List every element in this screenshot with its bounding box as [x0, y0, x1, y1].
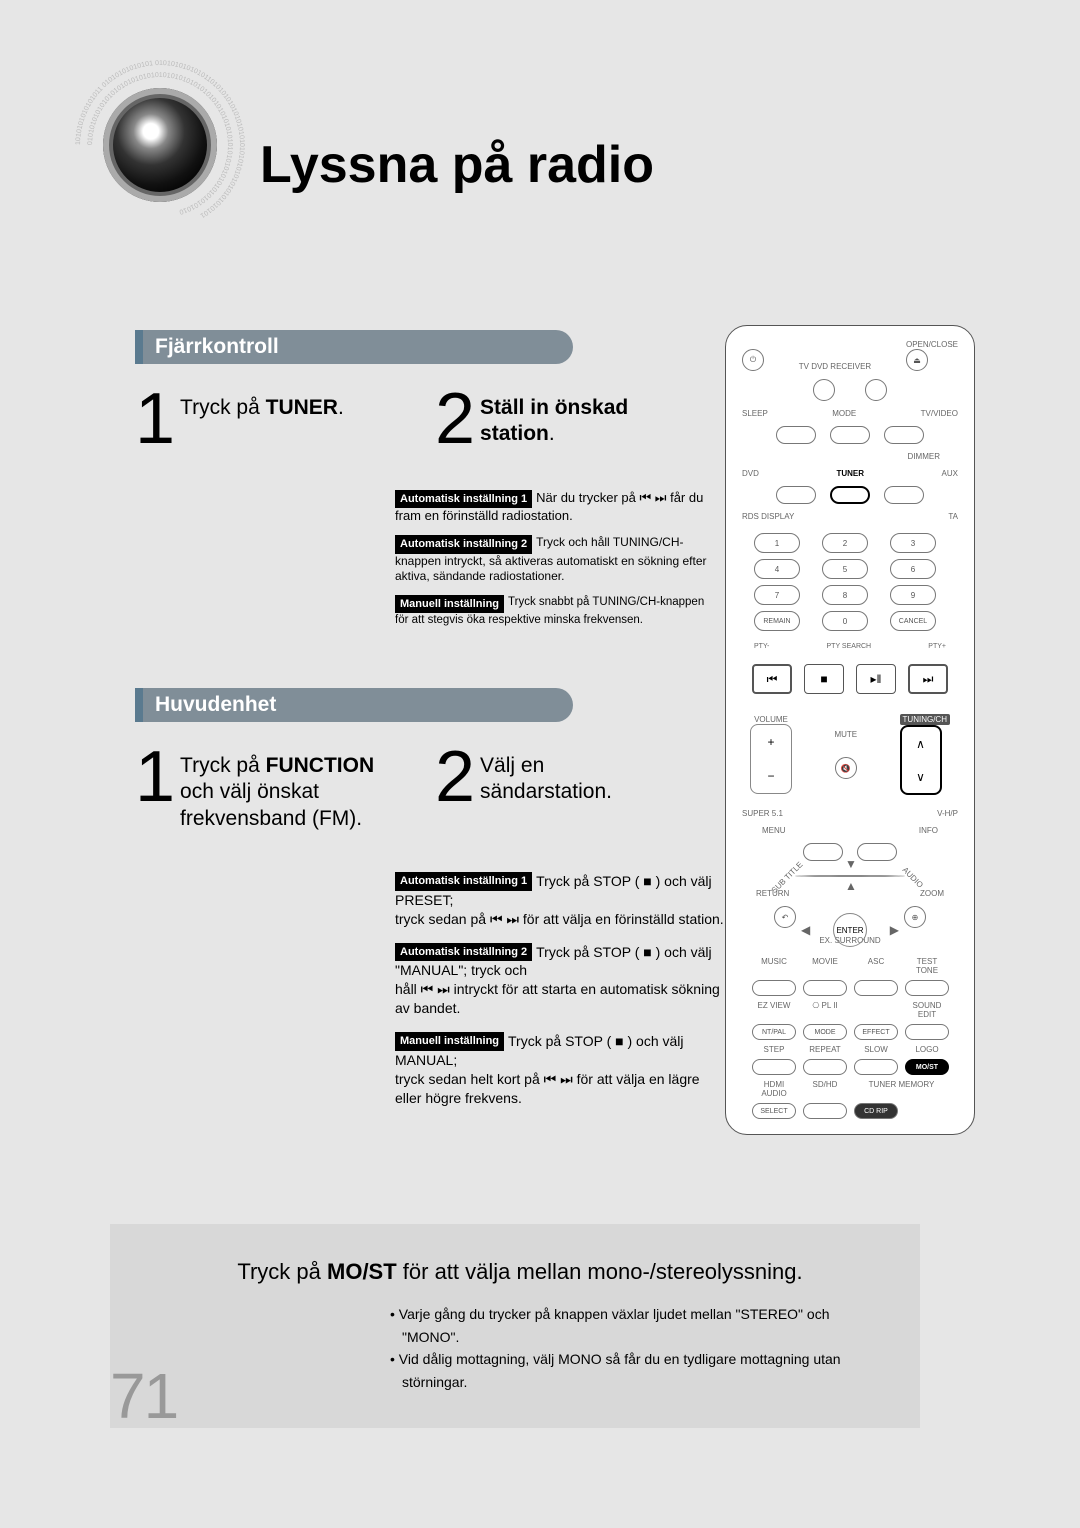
tvvideo-button — [884, 426, 924, 444]
footer-tip-box: Tryck på MO/ST för att välja mellan mono… — [110, 1224, 920, 1428]
page: 1010101010101011 01010101010101 01010101… — [30, 30, 1050, 1498]
step-number: 2 — [435, 747, 472, 808]
step-text: Tryck på TUNER. — [180, 389, 344, 421]
tuning-rocker-highlighted: ∧∨ — [900, 725, 942, 795]
remote-steps: 1 Tryck på TUNER. 2 Ställ in önskad stat… — [135, 389, 695, 450]
dvd-select-icon — [865, 379, 887, 401]
mute-button: 🔇 — [835, 757, 857, 779]
page-title: Lyssna på radio — [260, 135, 654, 195]
speaker-cone-icon — [103, 88, 217, 202]
mode-button-grid: MUSICMOVIEASCTEST TONE EZ VIEW⎔ PL IISOU… — [752, 957, 948, 1119]
step-text: Ställ in önskad station. — [480, 389, 628, 448]
prev-button-highlighted: ⏮ — [752, 664, 792, 694]
step-text: Välj en sändarstation. — [480, 747, 612, 806]
sleep-button — [776, 426, 816, 444]
mute-label: MUTE — [834, 730, 857, 739]
eject-button-icon: ⏏ — [906, 349, 928, 371]
main-detail-block: Automatisk inställning 1Tryck på STOP ( … — [395, 872, 725, 1108]
tv-dvd-label: TV DVD RECEIVER — [799, 362, 871, 371]
remote-step-2: 2 Ställ in önskad station. — [435, 389, 695, 450]
detail-label: Manuell inställning — [395, 595, 504, 613]
most-button-highlighted: MO/ST — [905, 1059, 949, 1075]
tuning-ch-label-highlighted: TUNING/CH — [900, 714, 950, 725]
transport-controls: ⏮ ■ ▸‖ ⏭ — [752, 664, 948, 694]
detail-row: Automatisk inställning 1Tryck på STOP ( … — [395, 872, 725, 929]
detail-label: Automatisk inställning 2 — [395, 535, 532, 553]
dvd-button — [776, 486, 816, 504]
detail-row: Automatisk inställning 2Tryck och håll T… — [395, 535, 715, 584]
content-column: Fjärrkontroll 1 Tryck på TUNER. 2 Ställ … — [135, 330, 695, 1118]
remote-detail-block: Automatisk inställning 1När du trycker p… — [395, 490, 715, 628]
detail-label: Automatisk inställning 2 — [395, 943, 532, 962]
power-button-icon: ⏻ — [742, 349, 764, 371]
mode-button — [830, 426, 870, 444]
section-heading-remote: Fjärrkontroll — [135, 330, 573, 364]
detail-row: Manuell inställningTryck på STOP ( ■ ) o… — [395, 1032, 725, 1108]
remote-step-1: 1 Tryck på TUNER. — [135, 389, 395, 450]
main-step-1: 1 Tryck på FUNCTION och välj önskat frek… — [135, 747, 395, 832]
step-text: Tryck på FUNCTION och välj önskat frekve… — [180, 747, 374, 832]
step-number: 2 — [435, 389, 472, 450]
play-pause-icon: ▸‖ — [856, 664, 896, 694]
aux-button — [884, 486, 924, 504]
step-number: 1 — [135, 747, 172, 808]
remote-control-illustration: ⏻ TV DVD RECEIVER OPEN/CLOSE ⏏ SLEEP MOD… — [725, 325, 975, 1135]
footer-bullet: Varje gång du trycker på knappen växlar … — [390, 1303, 880, 1348]
detail-row: Automatisk inställning 2Tryck på STOP ( … — [395, 943, 725, 1019]
detail-label: Automatisk inställning 1 — [395, 490, 532, 508]
tuner-button-highlighted — [830, 486, 870, 504]
detail-row: Automatisk inställning 1När du trycker p… — [395, 490, 715, 525]
main-steps: 1 Tryck på FUNCTION och välj önskat frek… — [135, 747, 695, 832]
tv-select-icon — [813, 379, 835, 401]
next-button-highlighted: ⏭ — [908, 664, 948, 694]
enter-button: ENTER — [833, 913, 867, 947]
detail-label: Manuell inställning — [395, 1032, 504, 1051]
section-heading-main: Huvudenhet — [135, 688, 573, 722]
footer-bullet: Vid dålig mottagning, välj MONO så får d… — [390, 1348, 880, 1393]
footer-title: Tryck på MO/ST för att välja mellan mono… — [160, 1259, 880, 1285]
main-step-2: 2 Välj en sändarstation. — [435, 747, 695, 832]
open-close-label: OPEN/CLOSE — [906, 340, 958, 349]
stop-button-icon: ■ — [804, 664, 844, 694]
section-main-unit: Huvudenhet 1 Tryck på FUNCTION och välj … — [135, 688, 695, 1108]
step-number: 1 — [135, 389, 172, 450]
speaker-logo: 1010101010101011 01010101010101 01010101… — [75, 60, 245, 230]
detail-row: Manuell inställningTryck snabbt på TUNIN… — [395, 595, 715, 628]
detail-label: Automatisk inställning 1 — [395, 872, 532, 891]
volume-rocker: +− — [750, 724, 792, 794]
footer-bullet-list: Varje gång du trycker på knappen växlar … — [390, 1303, 880, 1393]
page-number: 71 — [110, 1359, 177, 1433]
number-pad: 123 456 789 REMAIN0CANCEL — [754, 533, 946, 631]
